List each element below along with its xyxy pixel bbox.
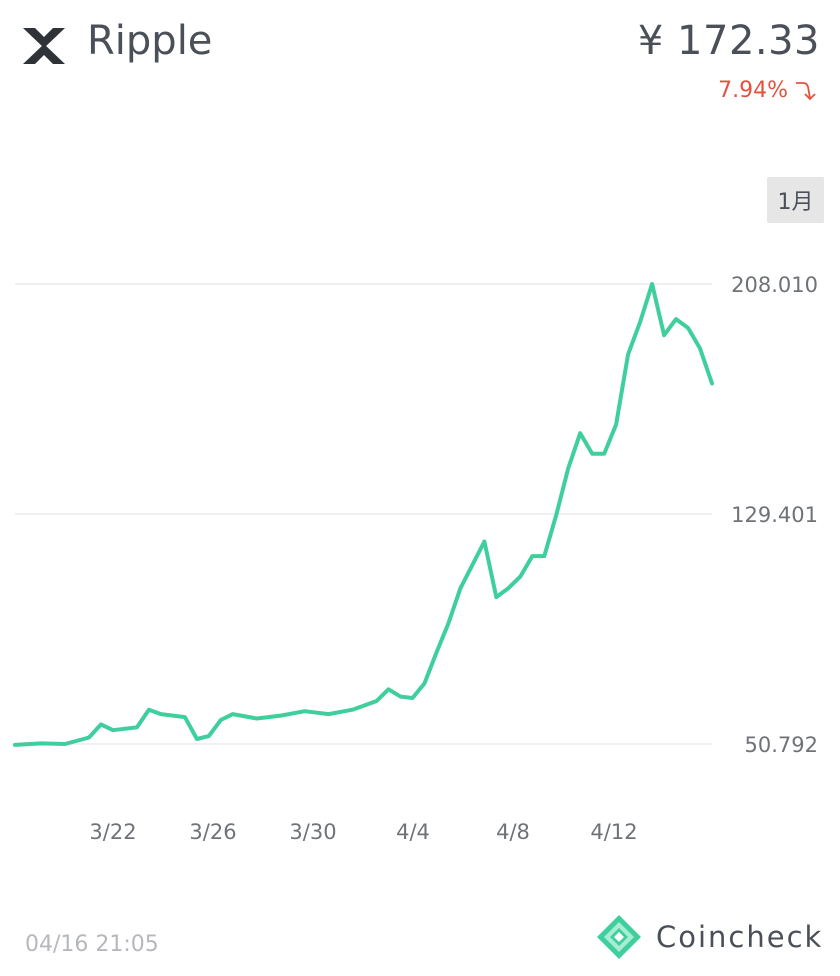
- x-tick-label: 4/12: [590, 820, 637, 844]
- x-tick-label: 3/26: [189, 820, 236, 844]
- change-percent: 7.94%: [718, 78, 788, 103]
- x-tick-label: 3/30: [289, 820, 336, 844]
- x-tick-label: 4/4: [396, 820, 430, 844]
- xrp-x-icon: [23, 28, 65, 64]
- price-change: 7.94%: [718, 78, 820, 103]
- y-tick-label: 129.401: [731, 503, 818, 527]
- price-series-line: [13, 282, 714, 747]
- y-tick-label: 208.010: [731, 273, 818, 297]
- brand-name: Coincheck: [656, 920, 824, 954]
- update-timestamp: 04/16 21:05: [25, 932, 159, 957]
- y-tick-label: 50.792: [745, 733, 818, 757]
- coincheck-brand: Coincheck: [596, 914, 823, 960]
- period-1-month-button[interactable]: 1月: [767, 177, 824, 223]
- coin-name: Ripple: [87, 18, 213, 64]
- down-arrow-icon: [796, 81, 816, 100]
- x-tick-label: 3/22: [89, 820, 136, 844]
- x-tick-label: 4/8: [496, 820, 530, 844]
- coincheck-diamond-icon: [597, 915, 641, 959]
- current-price: ¥ 172.33: [637, 18, 820, 64]
